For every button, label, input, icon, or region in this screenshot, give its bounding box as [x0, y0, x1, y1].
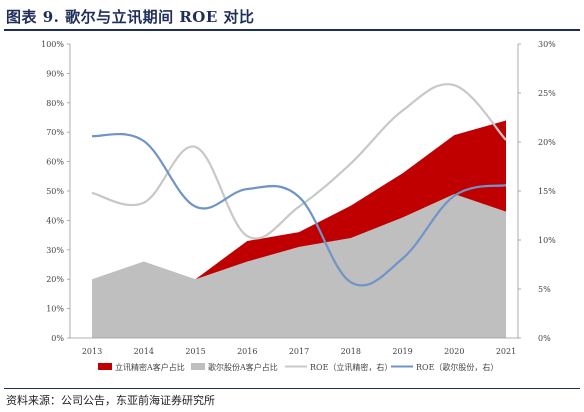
- line-series-1: [91, 133, 507, 287]
- left-tick-label: 10%: [46, 305, 64, 314]
- legend-label-2: ROE（立讯精密，右）: [310, 362, 392, 372]
- left-tick-label: 30%: [46, 246, 64, 255]
- legend-label-3: ROE（歌尔股份，右）: [416, 362, 498, 372]
- legend-swatch-1: [191, 363, 205, 370]
- source-note: 资料来源：公司公告，东亚前海证券研究所: [6, 394, 215, 407]
- title-rule: [4, 29, 580, 31]
- left-tick-label: 60%: [46, 158, 64, 167]
- right-tick-label: 0%: [538, 334, 551, 343]
- source-rule: [4, 388, 580, 389]
- right-tick-label: 10%: [538, 236, 556, 245]
- left-tick-label: 50%: [46, 187, 64, 196]
- left-tick-label: 40%: [46, 216, 64, 225]
- left-tick-label: 20%: [46, 275, 64, 284]
- right-tick-label: 20%: [538, 138, 556, 147]
- left-tick-label: 80%: [46, 99, 64, 108]
- x-tick-label: 2018: [341, 347, 361, 356]
- x-tick-label: 2019: [392, 347, 412, 356]
- right-tick-label: 30%: [538, 40, 556, 49]
- x-tick-label: 2013: [82, 347, 102, 356]
- legend-label-0: 立讯精密A客户占比: [115, 362, 185, 372]
- legend-swatch-0: [98, 363, 112, 370]
- right-tick-label: 25%: [538, 89, 556, 98]
- right-tick-label: 15%: [538, 187, 556, 196]
- x-tick-label: 2021: [496, 347, 516, 356]
- roe-comparison-chart: 0% 10% 20% 30% 40% 50% 60% 70% 80% 90% 100% 0% 5% 10%…: [41, 40, 556, 372]
- line-series-0: [91, 83, 507, 240]
- x-tick-label: 2015: [185, 347, 205, 356]
- x-tick-label: 2020: [444, 347, 464, 356]
- legend-label-1: 歌尔股份A客户占比: [208, 362, 278, 372]
- left-tick-label: 90%: [46, 69, 64, 78]
- right-tick-label: 5%: [538, 285, 551, 294]
- left-tick-label: 70%: [46, 128, 64, 137]
- x-tick-label: 2017: [289, 347, 309, 356]
- x-tick-label: 2014: [134, 347, 154, 356]
- x-tick-label: 2016: [237, 347, 257, 356]
- left-tick-label: 100%: [41, 40, 64, 49]
- chart-title: 图表 9. 歌尔与立讯期间 ROE 对比: [6, 8, 255, 26]
- left-tick-label: 0%: [51, 334, 64, 343]
- area-series-1: [92, 193, 506, 338]
